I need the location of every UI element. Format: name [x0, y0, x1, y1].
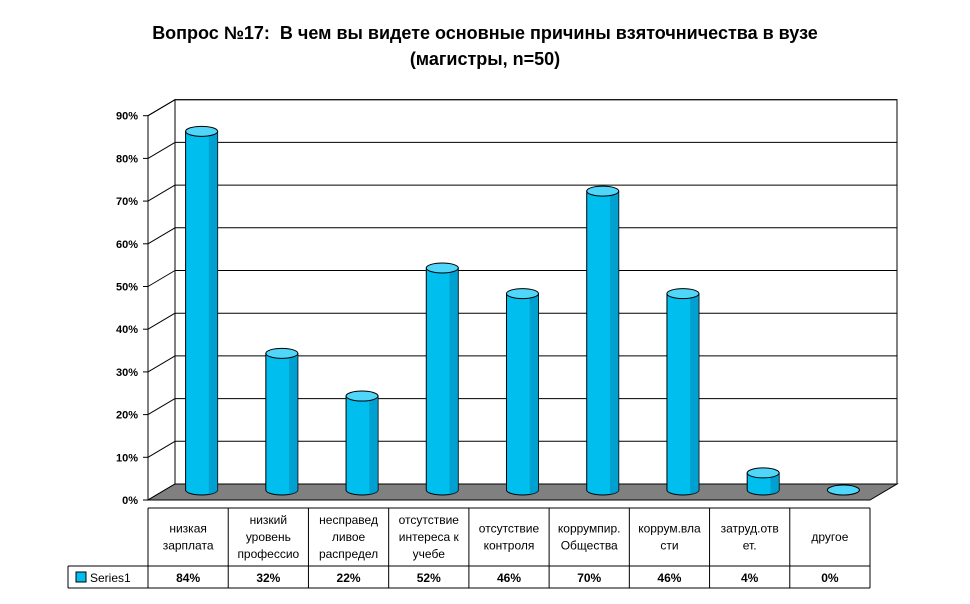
bar-top: [185, 125, 219, 137]
bar: [425, 262, 459, 496]
y-tick-label: 60%: [116, 239, 138, 251]
y-tick-label: 50%: [116, 282, 138, 294]
y-tick-label: 0%: [122, 495, 138, 507]
y-tick-label: 80%: [116, 153, 138, 165]
legend-series-name: Series1: [90, 571, 131, 585]
data-label: 84%: [176, 571, 200, 585]
y-tick-label: 30%: [116, 367, 138, 379]
bar-top: [666, 288, 700, 300]
bar: [826, 484, 860, 496]
bar-shade: [289, 353, 298, 495]
chart-title-line-1: Вопрос №17: В чем вы видете основные при…: [152, 23, 818, 43]
gridline-depth: [147, 227, 176, 245]
bar-shade: [369, 396, 379, 495]
gridline-depth: [147, 312, 176, 330]
bar-top: [826, 484, 860, 496]
bar-top: [506, 288, 539, 300]
bar-shade: [529, 293, 539, 495]
y-tick-label: 20%: [116, 410, 138, 422]
gridline-depth: [147, 184, 176, 202]
data-label: 46%: [497, 571, 521, 585]
bar: [506, 288, 539, 496]
bar-shade: [770, 472, 780, 495]
bar: [185, 125, 219, 496]
y-tick-label: 10%: [116, 452, 138, 464]
y-axis-ticks: 0% 10% 20% 30% 40% 50% 60% 70% 80% 90%: [116, 111, 149, 507]
gridline-depth: [147, 141, 176, 159]
data-label: 0%: [821, 571, 839, 585]
y-tick-label: 40%: [116, 324, 138, 336]
bar: [265, 347, 299, 496]
gridline-depth: [147, 398, 176, 416]
gridline-depth: [147, 99, 176, 117]
data-table: низкая зарплата низкий уровень профессио несп…: [67, 507, 871, 589]
data-label: 32%: [256, 571, 280, 585]
y-tick-label: 70%: [116, 196, 138, 208]
bar-top: [746, 467, 780, 479]
bar: [746, 467, 780, 496]
data-label: 52%: [417, 571, 441, 585]
category-label: затруд.отв ет.: [721, 522, 779, 553]
bar: [666, 288, 700, 496]
bar-shade: [690, 293, 699, 495]
chart-title: Вопрос №17: В чем вы видете основные при…: [0, 20, 970, 72]
category-label: коррумпир. Общества: [558, 522, 621, 553]
gridline-depth: [147, 270, 176, 287]
data-label: 4%: [741, 571, 759, 585]
bar: [345, 390, 379, 496]
category-label: другое: [811, 530, 848, 544]
category-label: отсутствие контроля: [479, 522, 540, 553]
category-label: отсутствие интереса к учебе: [399, 513, 460, 561]
legend-swatch: [75, 571, 87, 583]
gridline-depth: [147, 440, 176, 458]
chart-title-line-2: (магистры, n=50): [409, 49, 561, 69]
bar-shade: [449, 267, 459, 495]
bar-top: [425, 262, 459, 274]
left-wall: [147, 98, 176, 501]
category-label: несправед ливое распредел: [319, 513, 378, 561]
gridline-depth: [147, 355, 176, 373]
bar-top: [586, 185, 620, 197]
bar-top: [345, 390, 379, 402]
category-label: низкая зарплата: [163, 522, 214, 553]
data-label: 70%: [577, 571, 601, 585]
bar-shade: [609, 191, 619, 495]
y-tick-label: 90%: [116, 111, 138, 123]
category-label: низкий уровень профессио: [237, 513, 299, 561]
bar-top: [265, 347, 299, 359]
bar: [586, 185, 620, 496]
data-label: 22%: [337, 571, 361, 585]
bars: [185, 125, 860, 496]
bar-shade: [208, 131, 218, 495]
data-label: 46%: [657, 571, 681, 585]
category-label: коррум.вла сти: [638, 522, 701, 553]
